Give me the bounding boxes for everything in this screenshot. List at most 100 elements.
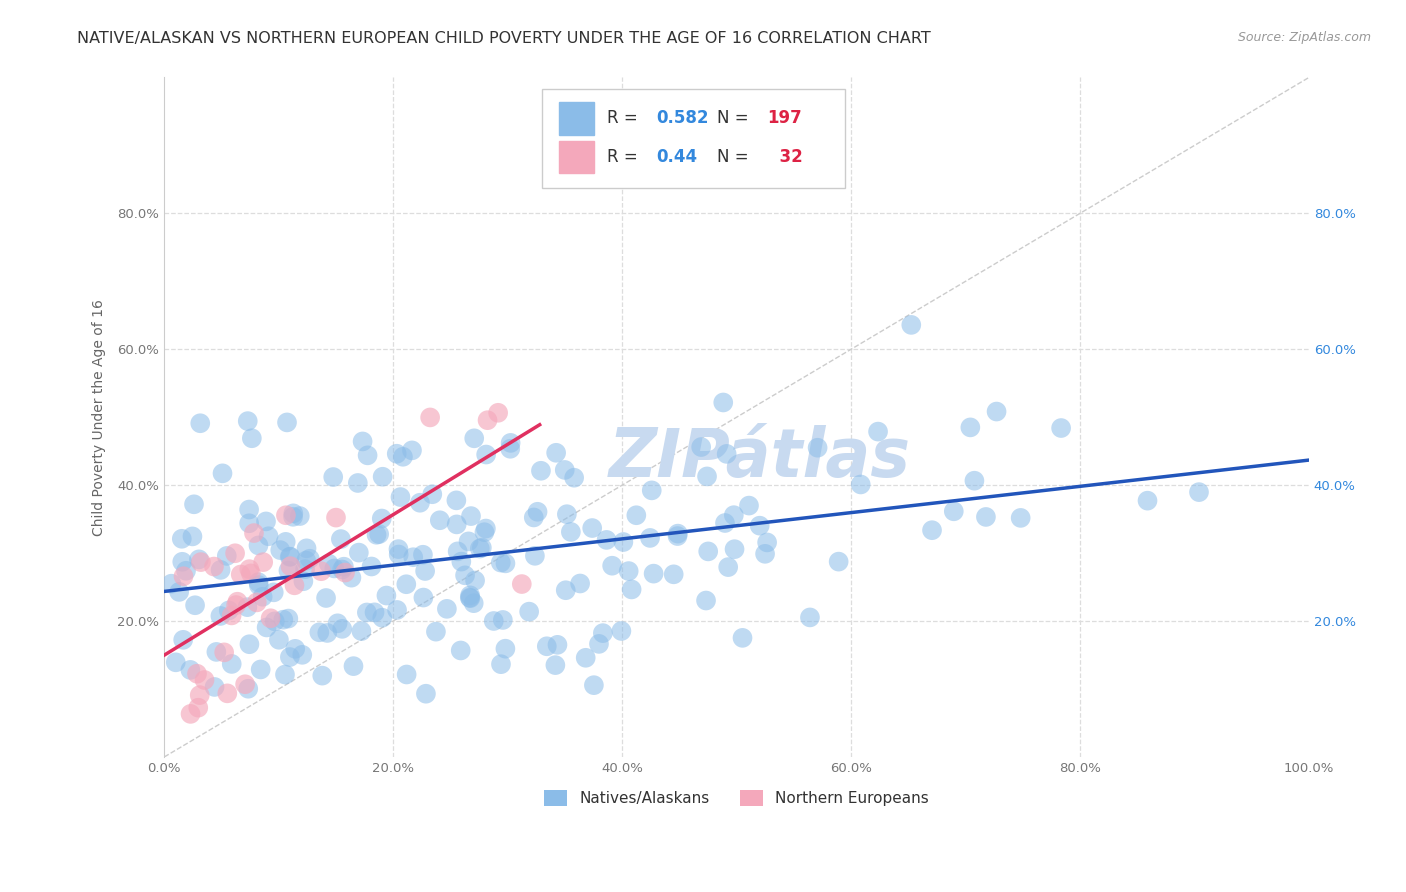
Point: [209, 563, 232, 577]
Point: [276, 416, 298, 430]
Point: [233, 677, 256, 691]
Point: [690, 440, 713, 454]
Point: [371, 511, 394, 525]
Point: [179, 663, 201, 677]
Point: [412, 591, 434, 605]
Point: [238, 562, 260, 576]
Point: [316, 626, 339, 640]
Point: [799, 610, 821, 624]
Point: [352, 434, 374, 449]
Point: [468, 541, 491, 556]
Point: [738, 499, 761, 513]
Point: [723, 508, 745, 523]
Text: NATIVE/ALASKAN VS NORTHERN EUROPEAN CHILD POVERTY UNDER THE AGE OF 16 CORRELATIO: NATIVE/ALASKAN VS NORTHERN EUROPEAN CHIL…: [77, 31, 931, 46]
Point: [1010, 511, 1032, 525]
Point: [226, 595, 249, 609]
Point: [204, 680, 226, 694]
Point: [385, 603, 408, 617]
Point: [330, 562, 353, 576]
Point: [280, 559, 302, 574]
Point: [419, 410, 441, 425]
Point: [315, 591, 337, 605]
Point: [173, 569, 195, 583]
Point: [274, 667, 297, 681]
Point: [474, 525, 496, 540]
Point: [323, 561, 346, 575]
Point: [582, 678, 605, 692]
Point: [807, 441, 830, 455]
Point: [477, 413, 499, 427]
Point: [340, 571, 363, 585]
Point: [723, 542, 745, 557]
Point: [350, 624, 373, 639]
Point: [347, 546, 370, 560]
Point: [581, 521, 603, 535]
Point: [662, 567, 685, 582]
Point: [283, 578, 305, 592]
Point: [263, 615, 285, 629]
Point: [415, 687, 437, 701]
Point: [1050, 421, 1073, 435]
Point: [238, 637, 260, 651]
Point: [246, 595, 269, 609]
Point: [271, 613, 294, 627]
Point: [193, 673, 215, 687]
Point: [252, 555, 274, 569]
Point: [218, 603, 240, 617]
Point: [492, 613, 515, 627]
Point: [278, 549, 301, 564]
Point: [188, 416, 211, 430]
Point: [274, 534, 297, 549]
Point: [450, 555, 472, 569]
Point: [756, 535, 779, 549]
Y-axis label: Child Poverty Under the Age of 16: Child Poverty Under the Age of 16: [93, 299, 107, 535]
Point: [714, 516, 737, 530]
Point: [280, 549, 302, 564]
Point: [326, 616, 349, 631]
Point: [174, 564, 197, 578]
Point: [170, 532, 193, 546]
Point: [546, 446, 568, 460]
Point: [638, 531, 661, 545]
Point: [256, 620, 278, 634]
Point: [247, 578, 270, 592]
Point: [294, 562, 316, 576]
Point: [530, 464, 553, 478]
Point: [238, 681, 260, 696]
Point: [401, 443, 423, 458]
Point: [259, 611, 281, 625]
Text: 32: 32: [768, 148, 803, 166]
Point: [318, 557, 340, 571]
Point: [239, 566, 262, 581]
Point: [187, 700, 209, 714]
Point: [395, 577, 418, 591]
Point: [429, 513, 451, 527]
Point: [215, 549, 238, 563]
Point: [221, 608, 243, 623]
Point: [963, 474, 986, 488]
Point: [229, 567, 252, 582]
Point: [412, 548, 434, 562]
Bar: [560, 102, 593, 135]
Point: [446, 493, 468, 508]
Point: [172, 632, 194, 647]
Point: [711, 395, 734, 409]
Point: [387, 542, 409, 557]
Point: [309, 564, 332, 578]
Point: [236, 414, 259, 428]
Point: [569, 576, 592, 591]
Point: [160, 576, 183, 591]
Point: [385, 447, 408, 461]
Point: [209, 609, 232, 624]
Point: [464, 574, 486, 588]
Point: [330, 622, 353, 636]
Point: [329, 532, 352, 546]
Point: [267, 632, 290, 647]
Point: [754, 547, 776, 561]
FancyBboxPatch shape: [543, 89, 845, 187]
Point: [666, 529, 689, 543]
Point: [278, 650, 301, 665]
Point: [868, 425, 890, 439]
Point: [257, 529, 280, 543]
Text: 0.582: 0.582: [657, 109, 709, 128]
